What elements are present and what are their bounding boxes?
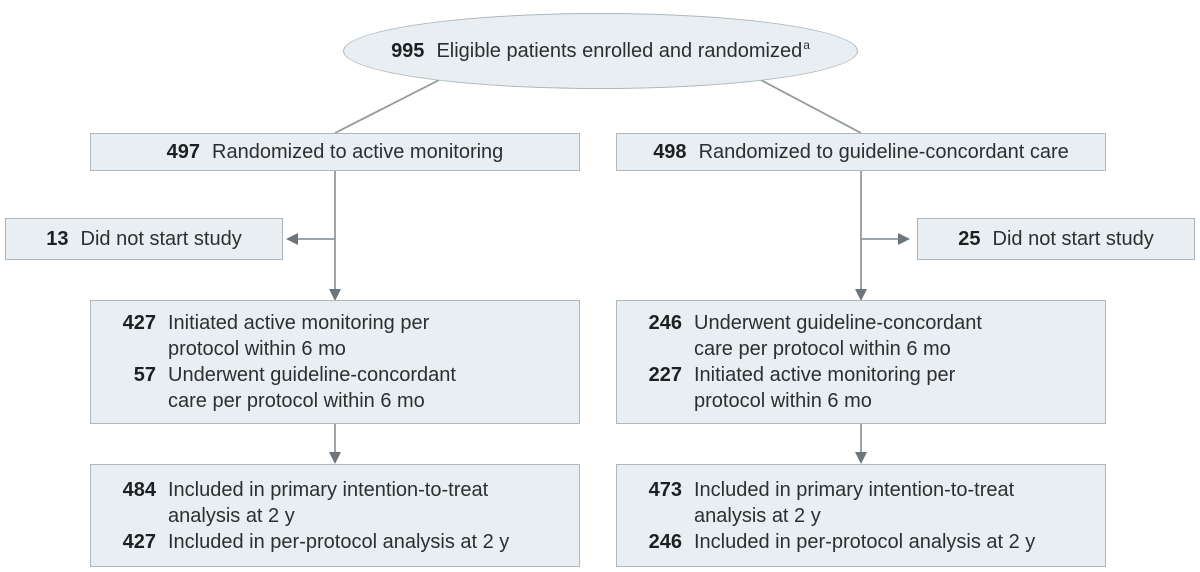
entry-label: Did not start study — [80, 228, 242, 250]
entry-label: Underwent guideline-concordant care per … — [168, 364, 456, 412]
entry-list: 484 Included in primary intention-to-tre… — [110, 477, 560, 555]
entry-label: Randomized to guideline-concordant care — [698, 141, 1069, 163]
entry-count: 57 — [133, 364, 156, 386]
entry-count: 227 — [648, 364, 682, 386]
flow-entry: 246 Underwent guideline-concordant care … — [636, 310, 1086, 362]
entry-count: 427 — [122, 312, 156, 334]
flow-entry: 473 Included in primary intention-to-tre… — [636, 477, 1086, 529]
arrow-down-icon — [329, 452, 341, 464]
entry-label: Included in per-protocol analysis at 2 y — [168, 530, 510, 553]
entry-count: 995 — [391, 40, 425, 62]
entry-count: 427 — [122, 530, 156, 553]
flow-entry: 427 Included in per-protocol analysis at… — [110, 529, 560, 555]
entry-count: 473 — [648, 478, 682, 501]
flow-entry: 246 Included in per-protocol analysis at… — [636, 529, 1086, 555]
arrow-down-icon — [855, 289, 867, 301]
connector-line — [334, 77, 444, 134]
entry-label: Included in per-protocol analysis at 2 y — [694, 530, 1036, 553]
left-analysis-box: 484 Included in primary intention-to-tre… — [90, 464, 580, 567]
flow-entry: 484 Included in primary intention-to-tre… — [110, 477, 560, 529]
entry-list: 473 Included in primary intention-to-tre… — [636, 477, 1086, 555]
connector-line — [756, 77, 862, 134]
left-protocol-box: 427 Initiated active monitoring per prot… — [90, 300, 580, 424]
left-not-started-box: 13 Did not start study — [5, 218, 283, 260]
right-not-started-box: 25 Did not start study — [917, 218, 1195, 260]
guideline-care-randomized-box: 498 Randomized to guideline-concordant c… — [616, 133, 1106, 171]
arrow-down-icon — [329, 289, 341, 301]
entry-count: 246 — [648, 530, 682, 553]
entry-count: 484 — [122, 478, 156, 501]
entry-list: 427 Initiated active monitoring per prot… — [110, 310, 560, 414]
entry-count: 497 — [166, 141, 201, 163]
entry-label: Initiated active monitoring per protocol… — [694, 364, 956, 412]
entry-count: 13 — [46, 228, 69, 250]
entry-label: Underwent guideline-concordant care per … — [694, 312, 982, 360]
entry-count: 498 — [653, 141, 687, 163]
active-monitoring-randomized-box: 497 Randomized to active monitoring — [90, 133, 580, 171]
entry-count: 246 — [648, 312, 682, 334]
arrow-left-icon — [286, 233, 298, 245]
entry-label: Eligible patients enrolled and randomize… — [436, 38, 810, 62]
entry-label: Initiated active monitoring per protocol… — [168, 312, 430, 360]
arrow-down-icon — [855, 452, 867, 464]
right-protocol-box: 246 Underwent guideline-concordant care … — [616, 300, 1106, 424]
entry-label: Included in primary intention-to-treat a… — [168, 478, 489, 527]
enrollment-ellipse: 995 Eligible patients enrolled and rando… — [343, 13, 858, 89]
arrow-right-icon — [898, 233, 910, 245]
flow-entry: 57 Underwent guideline-concordant care p… — [110, 362, 560, 414]
entry-count: 25 — [958, 228, 981, 250]
entry-label: Included in primary intention-to-treat a… — [694, 478, 1015, 527]
entry-list: 246 Underwent guideline-concordant care … — [636, 310, 1086, 414]
entry-label: Did not start study — [992, 228, 1154, 250]
right-analysis-box: 473 Included in primary intention-to-tre… — [616, 464, 1106, 567]
flow-entry: 227 Initiated active monitoring per prot… — [636, 362, 1086, 414]
footnote-marker-a: a — [803, 38, 810, 53]
entry-label: Randomized to active monitoring — [212, 141, 504, 163]
flow-entry: 427 Initiated active monitoring per prot… — [110, 310, 560, 362]
